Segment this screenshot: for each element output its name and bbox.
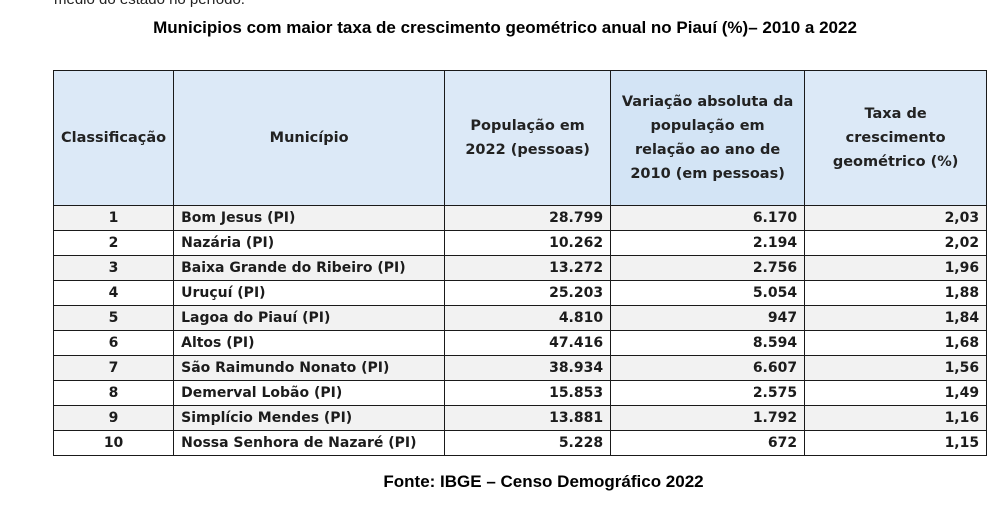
- municipality-cell: Altos (PI): [173, 330, 446, 356]
- population-cell: 5.228: [444, 430, 612, 456]
- table-row: 5 Lagoa do Piauí (PI) 4.810 947 1,84: [52, 305, 988, 331]
- table-row: 10 Nossa Senhora de Nazaré (PI) 5.228 67…: [52, 430, 988, 456]
- table-row: 2 Nazária (PI) 10.262 2.194 2,02: [52, 230, 988, 256]
- variation-cell: 672: [610, 430, 806, 456]
- header-variation: Variação absoluta da população em relaçã…: [610, 70, 806, 206]
- municipality-cell: São Raimundo Nonato (PI): [173, 355, 446, 381]
- population-cell: 15.853: [444, 380, 612, 406]
- population-cell: 10.262: [444, 230, 612, 256]
- rank-cell: 8: [52, 380, 175, 406]
- rank-cell: 9: [52, 405, 175, 431]
- table-row: 3 Baixa Grande do Ribeiro (PI) 13.272 2.…: [52, 255, 988, 281]
- variation-cell: 947: [610, 305, 806, 331]
- rate-cell: 1,16: [804, 405, 988, 431]
- variation-cell: 8.594: [610, 330, 806, 356]
- previous-paragraph-fragment: médio do estado no período.: [54, 0, 245, 8]
- municipality-growth-table: Classificação Município População em 202…: [52, 70, 988, 456]
- rate-cell: 1,15: [804, 430, 988, 456]
- municipality-cell: Demerval Lobão (PI): [173, 380, 446, 406]
- municipality-cell: Lagoa do Piauí (PI): [173, 305, 446, 331]
- municipality-cell: Nossa Senhora de Nazaré (PI): [173, 430, 446, 456]
- variation-cell: 2.194: [610, 230, 806, 256]
- population-cell: 4.810: [444, 305, 612, 331]
- rank-cell: 5: [52, 305, 175, 331]
- rate-cell: 1,68: [804, 330, 988, 356]
- table-row: 4 Uruçuí (PI) 25.203 5.054 1,88: [52, 280, 988, 306]
- rank-cell: 3: [52, 255, 175, 281]
- rank-cell: 4: [52, 280, 175, 306]
- municipality-cell: Nazária (PI): [173, 230, 446, 256]
- rank-cell: 2: [52, 230, 175, 256]
- table-row: 9 Simplício Mendes (PI) 13.881 1.792 1,1…: [52, 405, 988, 431]
- table-row: 1 Bom Jesus (PI) 28.799 6.170 2,03: [52, 205, 988, 231]
- municipality-cell: Simplício Mendes (PI): [173, 405, 446, 431]
- variation-cell: 6.170: [610, 205, 806, 231]
- table-row: 8 Demerval Lobão (PI) 15.853 2.575 1,49: [52, 380, 988, 406]
- rate-cell: 1,84: [804, 305, 988, 331]
- variation-cell: 5.054: [610, 280, 806, 306]
- header-municipality: Município: [173, 70, 446, 206]
- municipality-cell: Bom Jesus (PI): [173, 205, 446, 231]
- rate-cell: 1,56: [804, 355, 988, 381]
- table-title: Municipios com maior taxa de crescimento…: [153, 18, 857, 37]
- variation-cell: 1.792: [610, 405, 806, 431]
- header-population: População em 2022 (pessoas): [444, 70, 612, 206]
- population-cell: 13.881: [444, 405, 612, 431]
- rank-cell: 7: [52, 355, 175, 381]
- population-cell: 47.416: [444, 330, 612, 356]
- variation-cell: 6.607: [610, 355, 806, 381]
- rank-cell: 1: [52, 205, 175, 231]
- table-row: 6 Altos (PI) 47.416 8.594 1,68: [52, 330, 988, 356]
- source-caption: Fonte: IBGE – Censo Demográfico 2022: [383, 472, 704, 491]
- rank-cell: 10: [52, 430, 175, 456]
- rate-cell: 1,88: [804, 280, 988, 306]
- rank-cell: 6: [52, 330, 175, 356]
- table-header-row: Classificação Município População em 202…: [52, 70, 988, 206]
- rate-cell: 2,03: [804, 205, 988, 231]
- header-rank: Classificação: [52, 70, 175, 206]
- municipality-cell: Uruçuí (PI): [173, 280, 446, 306]
- variation-cell: 2.575: [610, 380, 806, 406]
- population-cell: 38.934: [444, 355, 612, 381]
- population-cell: 25.203: [444, 280, 612, 306]
- header-rate: Taxa de crescimento geométrico (%): [804, 70, 988, 206]
- variation-cell: 2.756: [610, 255, 806, 281]
- rate-cell: 2,02: [804, 230, 988, 256]
- rate-cell: 1,49: [804, 380, 988, 406]
- municipality-cell: Baixa Grande do Ribeiro (PI): [173, 255, 446, 281]
- table-row: 7 São Raimundo Nonato (PI) 38.934 6.607 …: [52, 355, 988, 381]
- rate-cell: 1,96: [804, 255, 988, 281]
- population-cell: 13.272: [444, 255, 612, 281]
- population-cell: 28.799: [444, 205, 612, 231]
